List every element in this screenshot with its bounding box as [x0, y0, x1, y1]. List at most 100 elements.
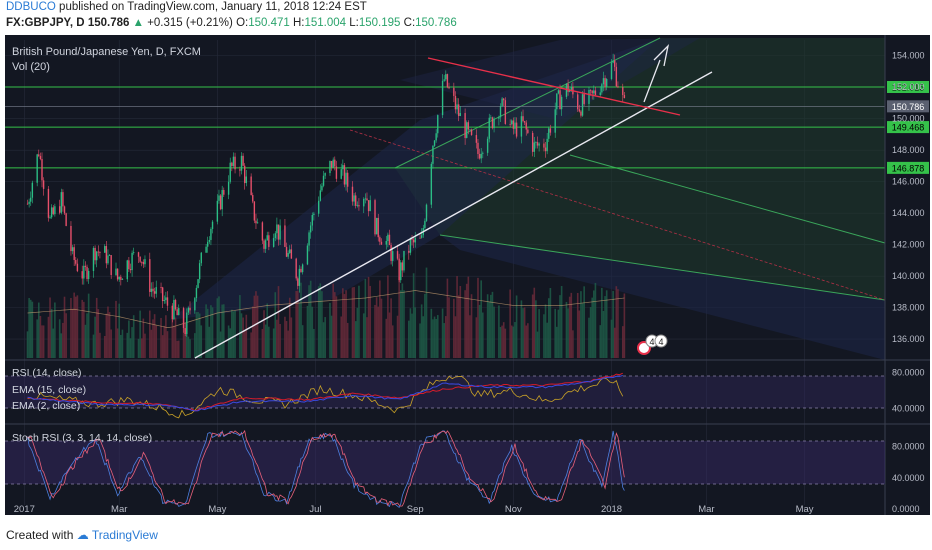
- drawings: [170, 37, 886, 360]
- candle-body: [425, 204, 428, 221]
- candle-body: [593, 90, 595, 94]
- volume-bar: [84, 324, 87, 358]
- candle-body: [36, 154, 38, 183]
- candle-body: [605, 79, 608, 87]
- volume-bar: [306, 305, 309, 358]
- volume-bar: [401, 283, 404, 358]
- volume-bar: [594, 282, 597, 358]
- candle-body: [475, 135, 478, 143]
- volume-bar: [346, 322, 349, 358]
- volume-bar: [424, 293, 426, 358]
- volume-bar: [216, 298, 219, 358]
- volume-bar: [605, 290, 608, 358]
- candle-body: [121, 279, 124, 280]
- volume-bar: [62, 322, 64, 358]
- volume-bar: [433, 316, 436, 358]
- volume-bar: [218, 296, 220, 358]
- volume-bar: [163, 325, 166, 358]
- candle-body: [594, 90, 597, 96]
- volume-bar: [177, 340, 180, 358]
- candle-body: [369, 200, 371, 212]
- candle-body: [599, 92, 601, 96]
- candle-body: [218, 195, 220, 201]
- candle-body: [565, 83, 568, 97]
- up-arrow-icon: ▲: [132, 17, 144, 29]
- candle-body: [457, 104, 460, 117]
- candle-body: [498, 117, 500, 119]
- candle-body: [309, 225, 312, 233]
- author-link[interactable]: DDBUCO: [6, 1, 56, 13]
- volume-bar: [430, 308, 433, 358]
- volume-bar: [580, 291, 582, 358]
- volume-bar: [340, 316, 343, 358]
- candle-body: [567, 83, 569, 92]
- volume-bar: [543, 314, 545, 358]
- candle-body: [149, 259, 151, 292]
- volume-bar: [572, 330, 574, 358]
- rsi-series-line: [27, 372, 623, 412]
- volume-bar: [342, 288, 344, 358]
- candle-body: [549, 128, 552, 133]
- volume-bar: [160, 317, 162, 358]
- candle-body: [409, 238, 412, 253]
- volume-bar: [276, 319, 278, 358]
- volume-bar: [556, 326, 558, 358]
- volume-bar: [613, 327, 616, 358]
- volume-bar: [549, 287, 552, 358]
- volume-bar: [142, 318, 145, 358]
- candle-body: [330, 160, 333, 168]
- candle-body: [441, 80, 444, 116]
- volume-bar: [388, 312, 391, 358]
- candle-body: [615, 66, 618, 87]
- price-change: +0.315 (+0.21%): [147, 17, 233, 29]
- candle-body: [173, 299, 175, 320]
- candle-body: [137, 252, 140, 257]
- volume-bar: [488, 301, 491, 358]
- candle-body: [155, 287, 157, 294]
- volume-bar: [322, 322, 325, 358]
- resistance-trendline[interactable]: [427, 57, 681, 116]
- volume-bar: [287, 330, 289, 358]
- volume-bar: [81, 299, 84, 358]
- candle-body: [73, 247, 75, 261]
- volume-bar: [166, 331, 169, 358]
- candle-body: [491, 117, 494, 129]
- volume-bar: [148, 310, 151, 358]
- rsi-tick-label: 40.0000: [892, 404, 925, 414]
- candle-body: [47, 188, 50, 218]
- volume-bar: [234, 310, 236, 358]
- candle-body: [163, 300, 165, 302]
- volume-bar: [128, 320, 130, 358]
- candle-body: [52, 207, 54, 215]
- volume-bar: [588, 317, 590, 358]
- candle-body: [176, 309, 178, 316]
- candle-body: [432, 145, 434, 164]
- candle-body: [186, 312, 188, 334]
- volume-bar: [99, 332, 101, 358]
- candle-body: [387, 234, 389, 241]
- volume-bar: [274, 292, 277, 358]
- volume-bar: [356, 307, 359, 358]
- volume-bar: [219, 331, 222, 358]
- volume-bar: [116, 328, 119, 358]
- volume-bar: [576, 292, 579, 358]
- tradingview-link[interactable]: TradingView: [91, 528, 158, 542]
- volume-bar: [107, 306, 109, 358]
- candle-body: [398, 258, 400, 281]
- candle-body: [160, 287, 162, 288]
- candle-body: [139, 256, 141, 262]
- volume-bar: [567, 308, 569, 358]
- candle-body: [501, 98, 503, 107]
- volume-bar: [176, 340, 178, 358]
- idea-marker-2[interactable]: [654, 334, 668, 348]
- volume-bar: [351, 287, 354, 358]
- volume-bar: [374, 304, 376, 358]
- candle-body: [129, 269, 132, 271]
- volume-bar: [321, 291, 323, 358]
- volume-bar: [482, 312, 484, 358]
- candle-body: [400, 262, 402, 281]
- price-levels: 152.015 150.786 149.468 146.878: [5, 80, 929, 174]
- volume-bar: [544, 304, 547, 358]
- support-trendline[interactable]: [194, 71, 713, 359]
